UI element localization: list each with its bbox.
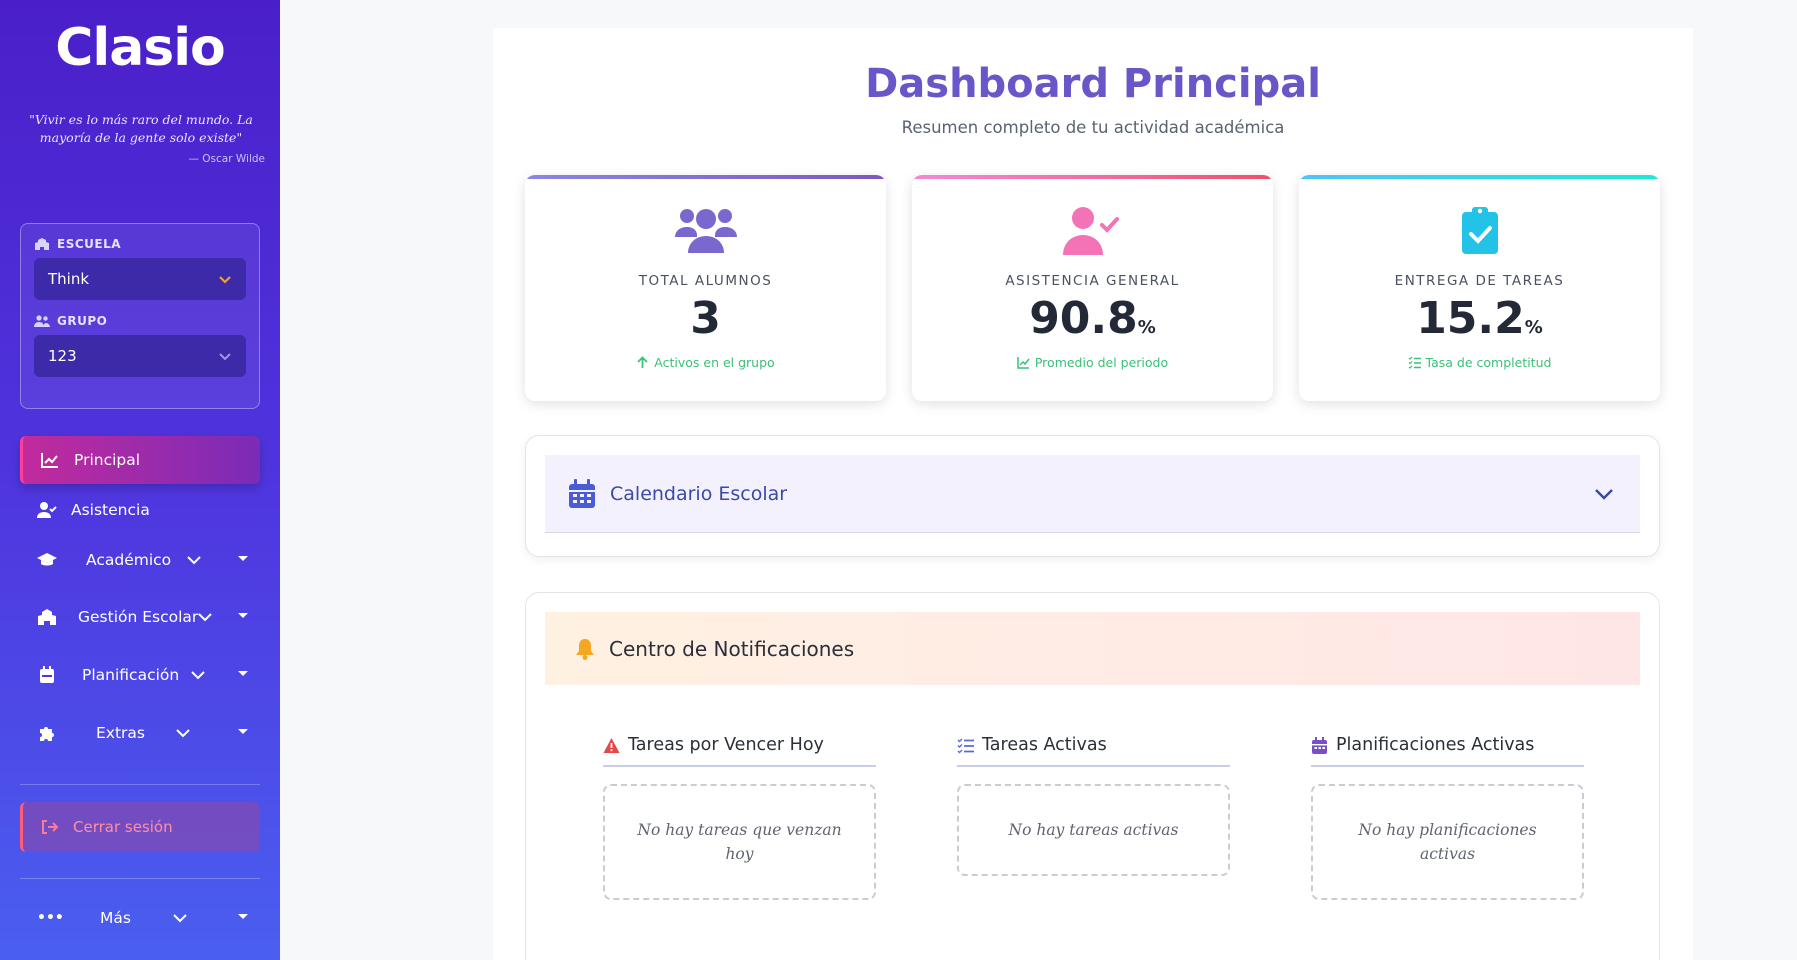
empty-state: No hay planificaciones activas — [1311, 784, 1584, 900]
chart-line-icon — [1017, 357, 1030, 369]
calendar-toggle[interactable]: Calendario Escolar — [545, 455, 1640, 533]
chevron-down-icon — [173, 914, 187, 923]
chevron-down-icon — [176, 729, 190, 738]
chevron-down-icon — [191, 671, 205, 680]
nav-principal-label: Principal — [74, 451, 141, 469]
warning-icon — [603, 737, 620, 753]
page-subtitle: Resumen completo de tu actividad académi… — [901, 118, 1285, 137]
calendar-icon — [40, 666, 54, 683]
grupo-label: GRUPO — [57, 314, 108, 328]
school-icon — [35, 238, 49, 250]
caret-down-icon — [238, 671, 248, 676]
stat-card-asistencia: ASISTENCIA GENERAL 90.8% Promedio del pe… — [912, 175, 1273, 401]
users-icon — [674, 209, 737, 253]
caret-down-icon — [238, 729, 248, 734]
stat-label: ASISTENCIA GENERAL — [1005, 273, 1180, 289]
puzzle-icon — [40, 727, 54, 741]
card-accent-bar — [912, 175, 1273, 179]
column-tareas-activas: Tareas Activas No hay tareas activas — [957, 735, 1230, 876]
quote-author: — Oscar Wilde — [188, 153, 265, 165]
stat-card-total-alumnos: TOTAL ALUMNOS 3 Activos en el grupo — [525, 175, 886, 401]
card-accent-bar — [525, 175, 886, 179]
clipboard-check-icon — [1461, 207, 1498, 254]
school-icon — [38, 609, 56, 625]
graduation-cap-icon — [37, 553, 57, 566]
nav-extras[interactable]: Extras — [20, 709, 260, 757]
nav-planificacion[interactable]: Planificación — [20, 651, 260, 699]
nav-mas-label: Más — [100, 909, 131, 927]
empty-state: No hay tareas activas — [957, 784, 1230, 876]
caret-down-icon — [238, 914, 248, 919]
nav-extras-label: Extras — [96, 724, 145, 742]
column-tareas-vencer: Tareas por Vencer Hoy No hay tareas que … — [603, 735, 876, 900]
escuela-value: Think — [48, 270, 90, 288]
empty-state: No hay tareas que venzan hoy — [603, 784, 876, 900]
list-check-icon — [1408, 356, 1421, 369]
stat-label: TOTAL ALUMNOS — [638, 273, 773, 289]
notifications-header: Centro de Notificaciones — [545, 612, 1640, 685]
nav-gestion-escolar[interactable]: Gestión Escolar — [20, 593, 260, 641]
ellipsis-icon: ••• — [37, 910, 64, 926]
nav-academico[interactable]: Académico — [20, 536, 260, 584]
chevron-down-icon — [198, 613, 212, 622]
column-header: Planificaciones Activas — [1311, 735, 1584, 767]
escuela-select[interactable]: Think — [34, 258, 246, 300]
caret-down-icon — [238, 556, 248, 561]
calendar-icon — [569, 478, 595, 508]
escuela-label: ESCUELA — [57, 237, 122, 251]
grupo-select[interactable]: 123 — [34, 335, 246, 377]
sidebar-divider — [20, 784, 260, 785]
school-group-selector: ESCUELA Think GRUPO 123 — [20, 223, 260, 409]
arrow-up-icon — [637, 356, 648, 368]
grupo-label-row: GRUPO — [34, 314, 107, 328]
app-logo[interactable]: Clasio — [55, 18, 226, 78]
grupo-value: 123 — [48, 347, 77, 365]
caret-down-icon — [238, 613, 248, 618]
stat-note: Promedio del periodo — [912, 355, 1273, 370]
stat-label: ENTREGA DE TAREAS — [1394, 273, 1565, 289]
sidebar-divider — [20, 878, 260, 879]
chevron-down-icon — [187, 556, 201, 565]
sidebar-quote: "Vivir es lo más raro del mundo. La mayo… — [29, 112, 253, 145]
stat-card-entrega-tareas: ENTREGA DE TAREAS 15.2% Tasa de completi… — [1299, 175, 1660, 401]
sidebar: Clasio "Vivir es lo más raro del mundo. … — [0, 0, 280, 960]
column-header: Tareas por Vencer Hoy — [603, 735, 876, 767]
sign-out-icon — [42, 820, 59, 834]
calendar-card: Calendario Escolar — [525, 435, 1660, 557]
logout-label: Cerrar sesión — [73, 818, 173, 836]
nav-asistencia[interactable]: Asistencia — [20, 486, 260, 534]
chart-line-icon — [41, 453, 58, 468]
column-header: Tareas Activas — [957, 735, 1230, 767]
escuela-label-row: ESCUELA — [34, 237, 121, 251]
nav-planificacion-label: Planificación — [82, 666, 180, 684]
stat-value: 15.2% — [1416, 293, 1543, 344]
logout-button[interactable]: Cerrar sesión — [20, 802, 260, 852]
chevron-down-icon[interactable] — [1594, 485, 1614, 503]
nav-academico-label: Académico — [86, 551, 172, 569]
calendar-title: Calendario Escolar — [610, 482, 788, 505]
stat-value: 90.8% — [1029, 293, 1156, 344]
group-icon — [34, 315, 50, 327]
column-planificaciones: Planificaciones Activas No hay planifica… — [1311, 735, 1584, 900]
main-content: Dashboard Principal Resumen completo de … — [493, 28, 1693, 960]
nav-mas[interactable]: ••• Más — [20, 894, 260, 942]
user-check-icon — [1062, 207, 1119, 255]
nav-gestion-label: Gestión Escolar — [78, 608, 199, 626]
stat-note: Tasa de completitud — [1299, 355, 1660, 370]
nav-asistencia-label: Asistencia — [71, 501, 150, 519]
card-accent-bar — [1299, 175, 1660, 179]
calendar-icon — [1312, 736, 1327, 754]
nav-principal[interactable]: Principal — [20, 436, 260, 484]
chevron-down-icon — [219, 353, 231, 361]
notifications-title: Centro de Notificaciones — [609, 636, 855, 661]
user-check-icon — [37, 502, 57, 518]
page-title: Dashboard Principal — [865, 61, 1321, 107]
stat-note: Activos en el grupo — [525, 355, 886, 370]
chevron-down-icon — [219, 276, 231, 284]
bell-icon — [576, 638, 594, 660]
notifications-card: Centro de Notificaciones Tareas por Venc… — [525, 592, 1660, 960]
list-check-icon — [957, 738, 974, 753]
stat-value: 3 — [690, 293, 721, 344]
